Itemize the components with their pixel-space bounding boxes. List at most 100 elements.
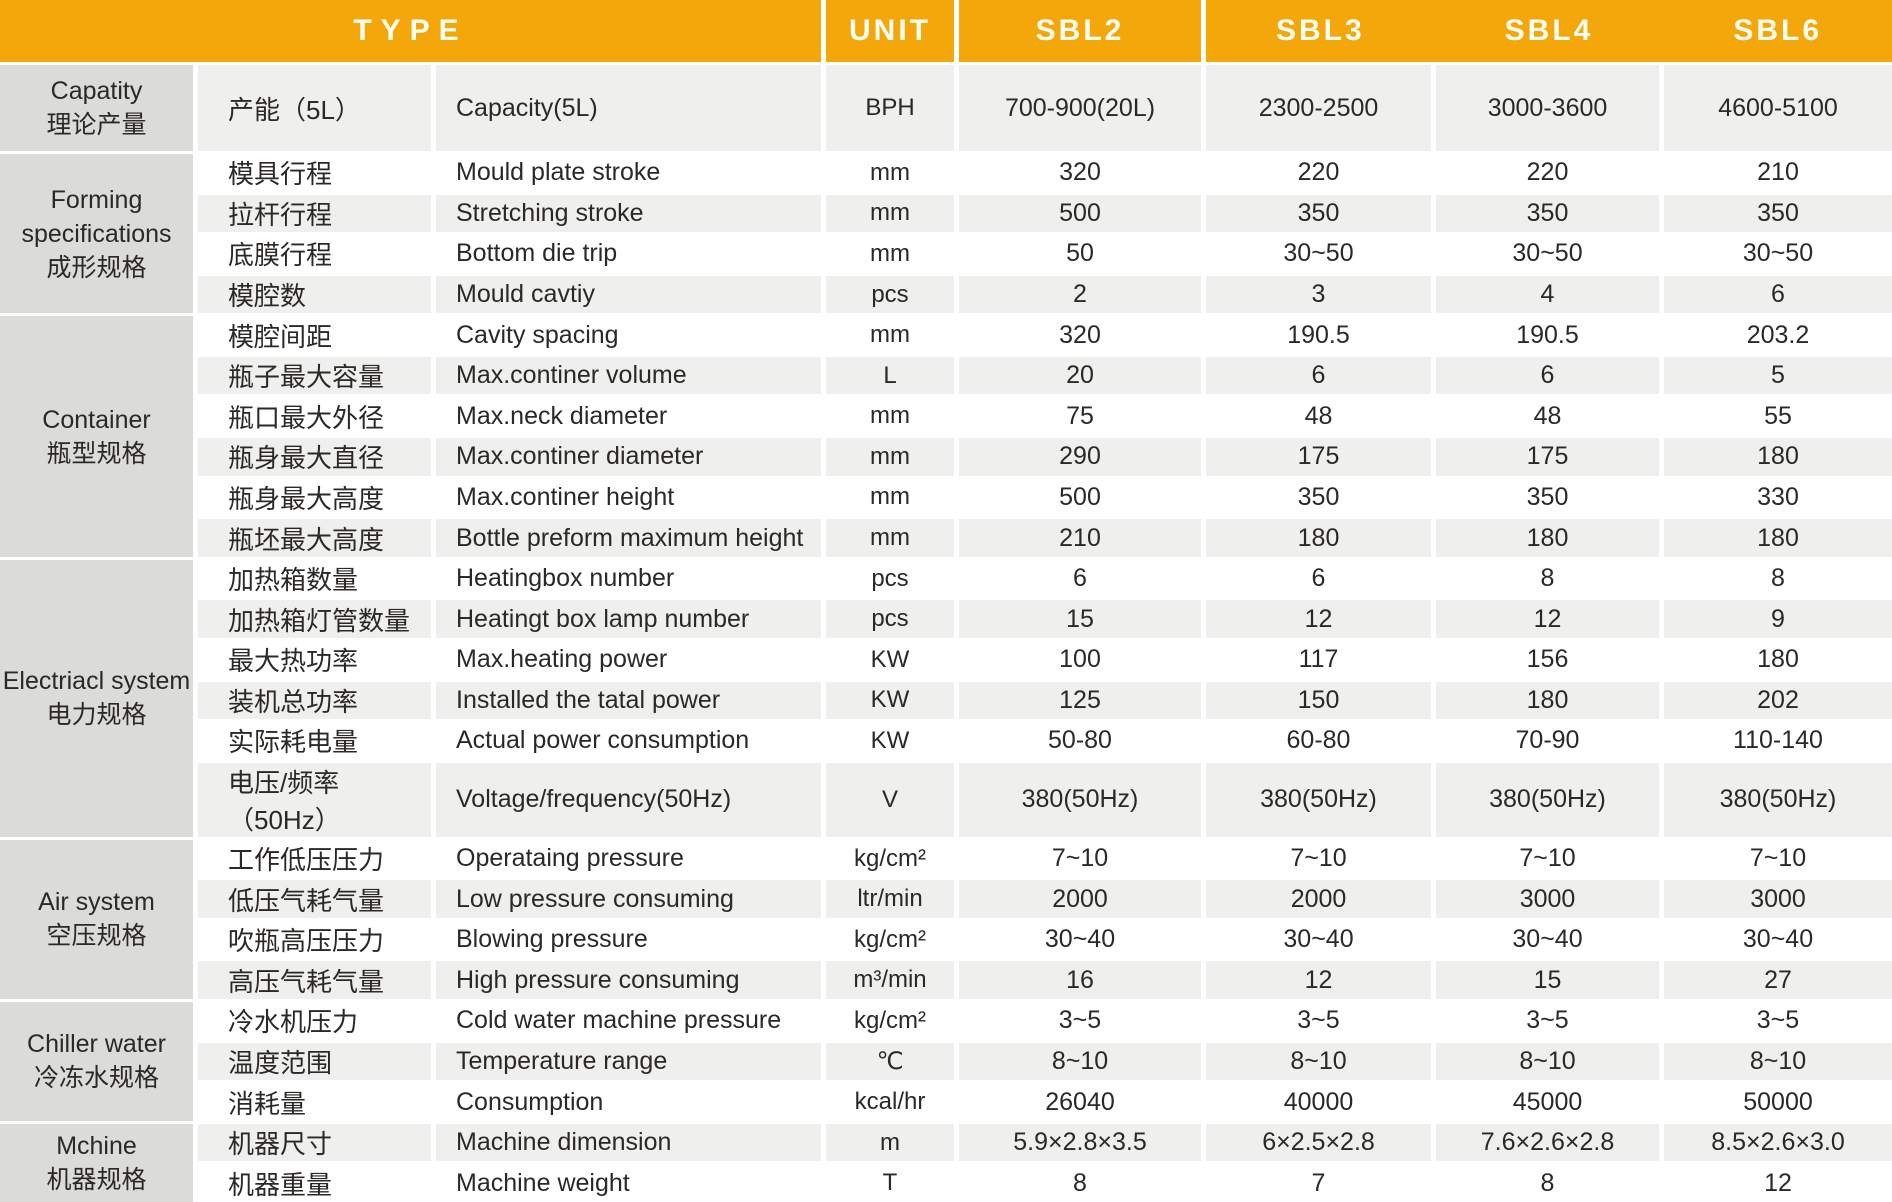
value-cell: 320 (959, 154, 1201, 192)
group-name-cn: 冷冻水规格 (33, 1064, 159, 1093)
value-cell: 3 (1206, 275, 1431, 314)
value-cell: 30~40 (1664, 920, 1892, 959)
value-cell: 100 (959, 640, 1201, 679)
unit-cell: ℃ (826, 1042, 954, 1081)
value-cell: 15 (1436, 961, 1659, 1000)
spec-name-cn: 装机总功率 (198, 681, 431, 720)
unit-cell: mm (826, 519, 954, 557)
group-name-cn: 电力规格 (46, 701, 147, 730)
unit-cell: mm (826, 478, 954, 517)
value-cell: 2000 (959, 880, 1201, 918)
value-cell: 60-80 (1206, 722, 1431, 760)
unit-cell: mm (826, 194, 954, 233)
value-cell: 3~5 (1436, 1002, 1659, 1040)
value-cell: 175 (1436, 438, 1659, 476)
value-cell: 180 (1436, 519, 1659, 557)
header-models-group: SBL3 SBL4 SBL6 (1206, 0, 1892, 62)
value-cell: 30~40 (1206, 920, 1431, 959)
value-cell: 75 (959, 397, 1201, 436)
spec-name-cn: 加热箱灯管数量 (198, 600, 431, 638)
value-cell: 350 (1436, 478, 1659, 517)
group-name-cn: 理论产量 (46, 111, 147, 139)
spec-name-en: Blowing pressure (436, 920, 821, 959)
spec-name-en: Stretching stroke (436, 194, 821, 233)
value-cell: 3000 (1436, 880, 1659, 918)
unit-cell: m³/min (826, 961, 954, 1000)
unit-cell: T (826, 1164, 954, 1202)
group-cell: Air system 空压规格 (0, 839, 193, 1000)
unit-cell: m (826, 1123, 954, 1162)
value-cell: 6 (1206, 559, 1431, 598)
value-cell: 70-90 (1436, 722, 1659, 760)
unit-cell: L (826, 356, 954, 395)
spec-name-cn: 消耗量 (198, 1083, 431, 1121)
unit-cell: BPH (826, 65, 954, 151)
spec-name-cn: 产能（5L） (198, 65, 431, 151)
group-name-cn: 机器规格 (46, 1165, 147, 1194)
unit-cell: kg/cm² (826, 1002, 954, 1040)
spec-name-cn: 机器重量 (198, 1164, 431, 1202)
spec-name-cn: 加热箱数量 (198, 559, 431, 598)
value-cell: 6×2.5×2.8 (1206, 1123, 1431, 1162)
value-cell: 350 (1206, 194, 1431, 233)
value-cell: 203.2 (1664, 316, 1892, 354)
value-cell: 12 (1206, 600, 1431, 638)
spec-name-en: Max.neck diameter (436, 397, 821, 436)
value-cell: 330 (1664, 478, 1892, 517)
spec-name-en: Mould cavtiy (436, 275, 821, 314)
value-cell: 4600-5100 (1664, 65, 1892, 151)
value-cell: 27 (1664, 961, 1892, 1000)
value-cell: 7~10 (1206, 839, 1431, 878)
value-cell: 26040 (959, 1083, 1201, 1121)
spec-name-en: Cold water machine pressure (436, 1002, 821, 1040)
unit-cell: V (826, 762, 954, 837)
value-cell: 8 (959, 1164, 1201, 1202)
header-unit: UNIT (826, 0, 954, 62)
value-cell: 4 (1436, 275, 1659, 314)
value-cell: 30~50 (1664, 235, 1892, 273)
spec-name-cn: 冷水机压力 (198, 1002, 431, 1040)
group-name-cn: 成形规格 (46, 253, 147, 282)
unit-cell: pcs (826, 600, 954, 638)
spec-name-en: Max.heating power (436, 640, 821, 679)
value-cell: 350 (1436, 194, 1659, 233)
spec-name-en: High pressure consuming (436, 961, 821, 1000)
value-cell: 8~10 (959, 1042, 1201, 1081)
value-cell: 156 (1436, 640, 1659, 679)
value-cell: 202 (1664, 681, 1892, 720)
value-cell: 3000 (1664, 880, 1892, 918)
value-cell: 12 (1206, 961, 1431, 1000)
spec-name-cn: 实际耗电量 (198, 722, 431, 760)
value-cell: 7 (1206, 1164, 1431, 1202)
spec-name-en: Consumption (436, 1083, 821, 1121)
spec-name-en: Low pressure consuming (436, 880, 821, 918)
spec-name-en: Temperature range (436, 1042, 821, 1081)
value-cell: 5.9×2.8×3.5 (959, 1123, 1201, 1162)
value-cell: 350 (1206, 478, 1431, 517)
value-cell: 2000 (1206, 880, 1431, 918)
value-cell: 190.5 (1206, 316, 1431, 354)
spec-name-cn: 瓶坯最大高度 (198, 519, 431, 557)
header-model-sbl4: SBL4 (1504, 14, 1594, 47)
value-cell: 30~40 (959, 920, 1201, 959)
value-cell: 180 (1664, 438, 1892, 476)
value-cell: 175 (1206, 438, 1431, 476)
value-cell: 2 (959, 275, 1201, 314)
spec-name-cn: 瓶身最大高度 (198, 478, 431, 517)
spec-name-cn: 模具行程 (198, 154, 431, 192)
value-cell: 9 (1664, 600, 1892, 638)
value-cell: 3~5 (1206, 1002, 1431, 1040)
value-cell: 380(50Hz) (1664, 762, 1892, 837)
spec-name-cn: 高压气耗气量 (198, 961, 431, 1000)
value-cell: 700-900(20L) (959, 65, 1201, 151)
value-cell: 125 (959, 681, 1201, 720)
spec-name-cn: 模腔数 (198, 275, 431, 314)
spec-name-cn: 电压/频率（50Hz） (198, 762, 431, 837)
value-cell: 20 (959, 356, 1201, 395)
group-cell: Chiller water 冷冻水规格 (0, 1002, 193, 1121)
value-cell: 110-140 (1664, 722, 1892, 760)
value-cell: 8~10 (1436, 1042, 1659, 1081)
unit-cell: kcal/hr (826, 1083, 954, 1121)
value-cell: 40000 (1206, 1083, 1431, 1121)
value-cell: 7~10 (1664, 839, 1892, 878)
